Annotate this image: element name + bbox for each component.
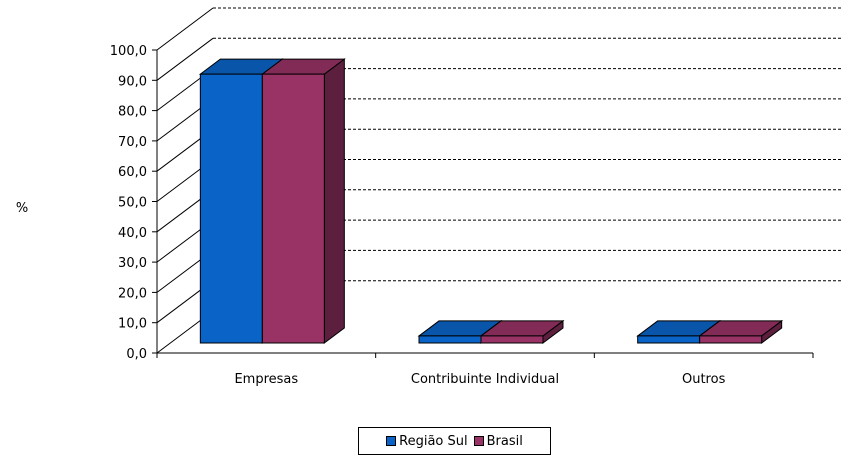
legend: Região Sul Brasil bbox=[358, 427, 551, 455]
y-tick-label: 90,0 bbox=[118, 74, 147, 89]
x-tick-label: Contribuinte Individual bbox=[411, 372, 559, 387]
bar bbox=[637, 335, 701, 344]
legend-label-regiao-sul: Região Sul bbox=[399, 433, 468, 449]
y-tick-label: 100,0 bbox=[110, 44, 147, 59]
bar bbox=[480, 335, 544, 344]
bar-side bbox=[323, 58, 345, 344]
axis-labels: 0,0 10,0 20,0 30,0 40,0 50,0 60,0 70,0 80,0 90,0 1… bbox=[110, 44, 726, 387]
y-tick-label: 30,0 bbox=[118, 256, 147, 271]
bars bbox=[198, 58, 784, 344]
y-tick-label: 0,0 bbox=[126, 347, 147, 362]
legend-item-brasil: Brasil bbox=[473, 433, 523, 449]
side-wall-line bbox=[156, 37, 214, 81]
bar bbox=[261, 73, 325, 344]
gridlines bbox=[156, 7, 841, 354]
legend-swatch-regiao-sul bbox=[386, 436, 397, 446]
y-tick-label: 60,0 bbox=[118, 165, 147, 180]
y-tick-label: 10,0 bbox=[118, 317, 147, 332]
legend-swatch-brasil bbox=[473, 436, 484, 446]
y-tick-label: 70,0 bbox=[118, 135, 147, 150]
axes bbox=[152, 49, 814, 358]
bar bbox=[699, 335, 763, 344]
y-tick-label: 80,0 bbox=[118, 105, 147, 120]
y-tick-label: 50,0 bbox=[118, 196, 147, 211]
legend-item-regiao-sul: Região Sul bbox=[386, 433, 468, 449]
x-tick-label: Outros bbox=[682, 372, 726, 387]
bar bbox=[199, 73, 263, 344]
bar bbox=[418, 335, 482, 344]
y-tick-label: 40,0 bbox=[118, 226, 147, 241]
side-wall-line bbox=[156, 7, 214, 51]
x-tick-label: Empresas bbox=[234, 372, 298, 387]
y-tick-label: 20,0 bbox=[118, 286, 147, 301]
y-axis-title: % bbox=[16, 201, 28, 216]
legend-label-brasil: Brasil bbox=[486, 433, 523, 449]
